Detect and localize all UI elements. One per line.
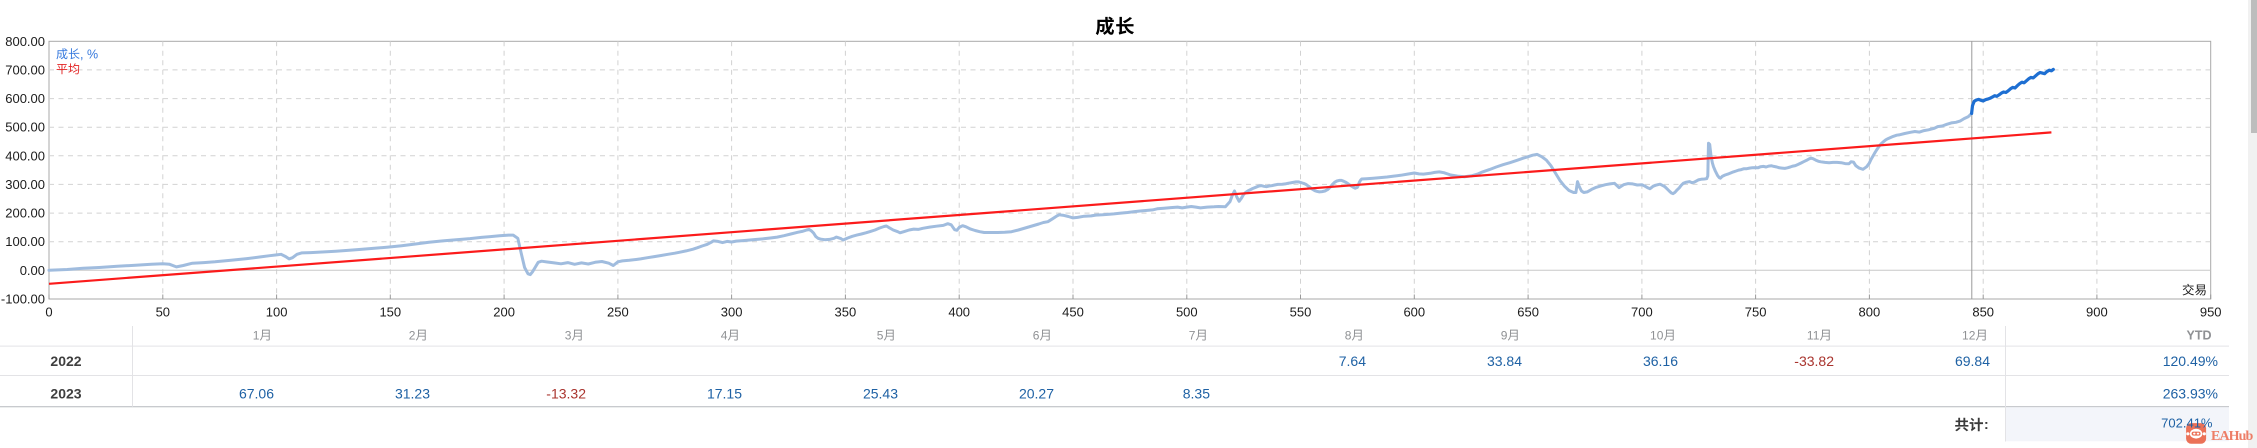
svg-text:7: 7 [1189,329,1196,343]
svg-text:450: 450 [1062,305,1084,320]
svg-text:50: 50 [156,305,170,320]
svg-text:8.35: 8.35 [1183,386,1210,402]
svg-text:12: 12 [1962,329,1976,343]
svg-text:100.00: 100.00 [5,234,45,249]
svg-text:5: 5 [877,329,884,343]
svg-text:350: 350 [835,305,857,320]
svg-text:300: 300 [721,305,743,320]
svg-text:EAHub: EAHub [2211,429,2254,444]
svg-text:400.00: 400.00 [5,148,45,163]
svg-text:100: 100 [266,305,288,320]
svg-text:2: 2 [409,329,416,343]
svg-text:8: 8 [1345,329,1352,343]
svg-text:, %: , % [80,47,98,61]
svg-text:2023: 2023 [50,386,81,402]
svg-text:10: 10 [1650,329,1664,343]
svg-text:800: 800 [1859,305,1881,320]
svg-text:500: 500 [1176,305,1198,320]
svg-text:263.93%: 263.93% [2163,386,2218,402]
svg-text:800.00: 800.00 [5,34,45,49]
svg-text:31.23: 31.23 [395,386,430,402]
svg-text:4: 4 [721,329,728,343]
svg-text:400: 400 [948,305,970,320]
svg-text:1: 1 [253,329,260,343]
svg-text:6: 6 [1033,329,1040,343]
svg-text:650: 650 [1517,305,1539,320]
svg-text:17.15: 17.15 [707,386,742,402]
svg-text:200.00: 200.00 [5,206,45,221]
svg-text:600: 600 [1403,305,1425,320]
svg-text:9: 9 [1501,329,1508,343]
svg-text:-100.00: -100.00 [1,292,45,307]
svg-text:900: 900 [2086,305,2108,320]
svg-text:2022: 2022 [50,353,81,369]
svg-text:500.00: 500.00 [5,120,45,135]
svg-text:750: 750 [1745,305,1767,320]
svg-text:20.27: 20.27 [1019,386,1054,402]
svg-text:67.06: 67.06 [239,386,274,402]
svg-text:YTD: YTD [2187,329,2212,343]
svg-text::: : [1984,416,1989,432]
svg-text:300.00: 300.00 [5,177,45,192]
svg-text:702.41%: 702.41% [2161,416,2213,431]
svg-text:950: 950 [2200,305,2222,320]
svg-text:36.16: 36.16 [1643,353,1678,369]
svg-text:25.43: 25.43 [863,386,898,402]
svg-text:700: 700 [1631,305,1653,320]
svg-text:550: 550 [1290,305,1312,320]
svg-text:33.84: 33.84 [1487,353,1522,369]
svg-text:11: 11 [1807,329,1820,343]
svg-text:7.64: 7.64 [1339,353,1366,369]
svg-text:0.00: 0.00 [20,263,45,278]
svg-text:150: 150 [379,305,401,320]
svg-text:-33.82: -33.82 [1794,353,1834,369]
svg-text:600.00: 600.00 [5,91,45,106]
svg-text:120.49%: 120.49% [2163,353,2218,369]
svg-text:-13.32: -13.32 [546,386,586,402]
svg-text:0: 0 [45,305,52,320]
svg-text:850: 850 [1972,305,1994,320]
svg-text:69.84: 69.84 [1955,353,1990,369]
svg-text:3: 3 [565,329,572,343]
svg-text:200: 200 [493,305,515,320]
svg-text:700.00: 700.00 [5,62,45,77]
svg-text:250: 250 [607,305,629,320]
